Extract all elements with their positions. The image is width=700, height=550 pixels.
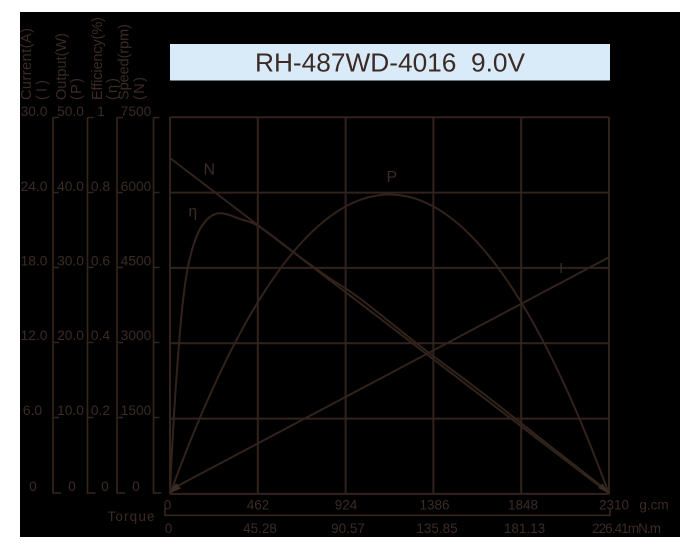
svg-text:1848: 1848 xyxy=(508,498,538,513)
svg-text:2310: 2310 xyxy=(599,498,629,513)
svg-text:1386: 1386 xyxy=(419,498,449,513)
svg-text:90.57: 90.57 xyxy=(331,521,365,536)
svg-text:P: P xyxy=(387,169,398,186)
svg-text:4500: 4500 xyxy=(121,254,152,269)
svg-text:0.4: 0.4 xyxy=(91,328,111,343)
svg-text:30.0: 30.0 xyxy=(21,104,48,119)
svg-text:924: 924 xyxy=(335,498,358,513)
svg-text:η: η xyxy=(189,204,198,221)
svg-text:N: N xyxy=(204,162,216,179)
svg-text:g.cm: g.cm xyxy=(639,498,668,513)
svg-text:10.0: 10.0 xyxy=(57,403,84,418)
svg-text:0.2: 0.2 xyxy=(91,403,110,418)
svg-text:3000: 3000 xyxy=(121,328,152,343)
svg-text:7500: 7500 xyxy=(121,104,152,119)
svg-text:0.8: 0.8 xyxy=(91,179,111,194)
svg-text:(N): (N) xyxy=(132,77,148,100)
svg-text:226.41mN.m: 226.41mN.m xyxy=(592,521,661,536)
svg-text:0: 0 xyxy=(101,479,109,494)
svg-text:Torque: Torque xyxy=(108,509,155,524)
svg-text:181.13: 181.13 xyxy=(504,521,545,536)
svg-text:12.0: 12.0 xyxy=(21,328,48,343)
svg-text:6.0: 6.0 xyxy=(23,403,43,418)
svg-text:0: 0 xyxy=(68,479,76,494)
svg-text:Output(W): Output(W) xyxy=(54,33,70,100)
svg-text:0: 0 xyxy=(132,479,140,494)
svg-text:24.0: 24.0 xyxy=(21,179,48,194)
svg-text:Current(A): Current(A) xyxy=(19,28,35,100)
svg-text:40.0: 40.0 xyxy=(57,179,84,194)
svg-text:20.0: 20.0 xyxy=(57,328,84,343)
svg-text:45.28: 45.28 xyxy=(243,521,277,536)
svg-text:0: 0 xyxy=(164,498,172,513)
svg-text:18.0: 18.0 xyxy=(21,254,48,269)
svg-text:(I): (I) xyxy=(35,80,51,100)
svg-text:1500: 1500 xyxy=(121,403,152,418)
svg-text:0.6: 0.6 xyxy=(91,254,111,269)
svg-text:135.85: 135.85 xyxy=(416,521,457,536)
svg-text:Efficiency(%): Efficiency(%) xyxy=(90,17,106,100)
svg-text:RH-487WD-4016 9.0V: RH-487WD-4016 9.0V xyxy=(255,50,525,78)
svg-text:462: 462 xyxy=(247,498,270,513)
svg-text:Speed(rpm): Speed(rpm) xyxy=(117,24,133,100)
svg-text:0: 0 xyxy=(29,479,37,494)
svg-text:50.0: 50.0 xyxy=(57,104,84,119)
svg-text:1: 1 xyxy=(97,104,105,119)
svg-text:0: 0 xyxy=(165,521,173,536)
svg-text:(P): (P) xyxy=(69,78,85,100)
svg-text:6000: 6000 xyxy=(121,179,152,194)
svg-text:30.0: 30.0 xyxy=(57,254,84,269)
svg-text:I: I xyxy=(559,260,563,277)
